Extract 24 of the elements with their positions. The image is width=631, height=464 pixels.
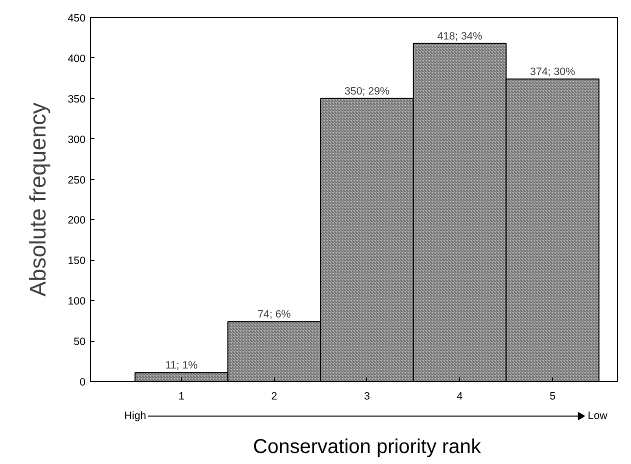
y-tick-label: 450 <box>68 12 86 24</box>
y-tick-label: 0 <box>80 376 86 388</box>
text: Low <box>588 410 608 422</box>
y-tick-label: 150 <box>68 255 86 268</box>
x-axis-title: Conservation priority rank <box>253 436 482 458</box>
y-axis-title: Absolute frequency <box>24 102 51 296</box>
x-tick-label: 5 <box>550 390 556 402</box>
data-label: 350; 29% <box>344 85 390 98</box>
data-label: 11; 1% <box>165 360 198 372</box>
y-tick-label: 50 <box>74 336 86 348</box>
y-tick-label: 350 <box>68 93 86 106</box>
data-label: 74; 6% <box>258 308 292 321</box>
y-tick-label: 400 <box>68 52 86 65</box>
x-tick-label: 2 <box>271 390 278 402</box>
x-tick-label: 4 <box>456 390 463 402</box>
text: High <box>124 410 146 422</box>
y-tick-label: 200 <box>68 214 86 227</box>
y-tick-label: 100 <box>68 296 86 308</box>
data-label: 374; 30% <box>530 66 576 78</box>
y-tick-label: 250 <box>68 174 86 186</box>
y-tick-label: 300 <box>68 134 86 146</box>
x-tick-label: 1 <box>178 390 184 402</box>
x-tick-label: 3 <box>364 390 370 402</box>
data-label: 418; 34% <box>437 30 483 42</box>
